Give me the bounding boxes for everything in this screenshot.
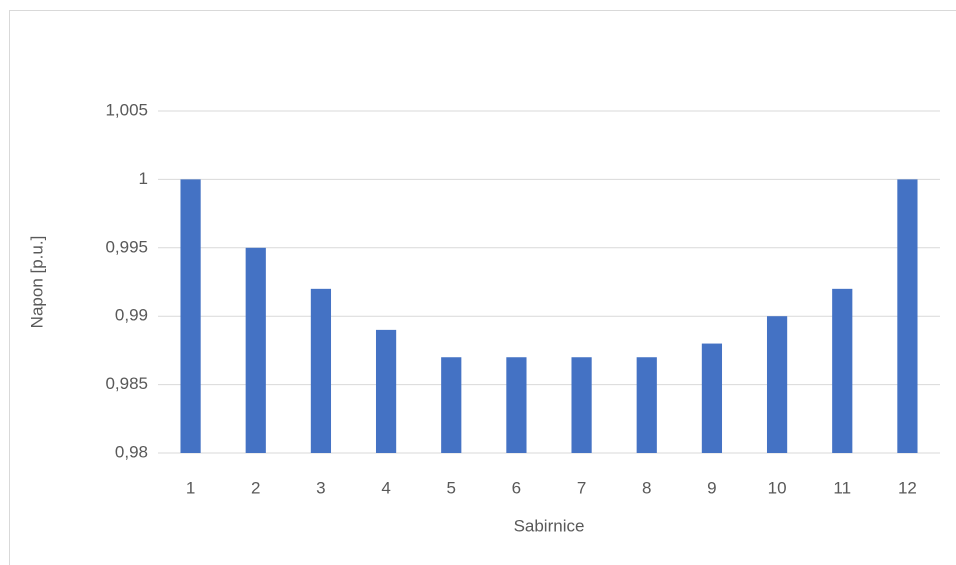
bar bbox=[701, 343, 723, 453]
bar bbox=[180, 179, 201, 453]
y-axis-title: Napon [p.u.] bbox=[27, 236, 46, 329]
y-tick-label: 1,005 bbox=[105, 100, 148, 119]
x-tick-label: 7 bbox=[577, 478, 586, 497]
x-tick-label: 3 bbox=[316, 478, 325, 497]
x-tick-label: 9 bbox=[707, 478, 716, 497]
y-tick-label: 0,985 bbox=[105, 374, 148, 393]
bar bbox=[441, 357, 462, 453]
x-tick-label: 2 bbox=[251, 478, 260, 497]
bar bbox=[571, 357, 592, 453]
bar bbox=[636, 357, 657, 453]
bar bbox=[245, 247, 266, 453]
x-tick-label: 8 bbox=[642, 478, 651, 497]
x-tick-label: 12 bbox=[898, 478, 917, 497]
bar bbox=[506, 357, 527, 453]
x-tick-label: 1 bbox=[186, 478, 195, 497]
x-tick-label: 5 bbox=[447, 478, 456, 497]
x-tick-label: 4 bbox=[381, 478, 390, 497]
chart-border bbox=[9, 10, 956, 565]
y-tick-label: 0,995 bbox=[105, 237, 148, 256]
bar bbox=[375, 329, 397, 453]
x-axis-title: Sabirnice bbox=[514, 516, 585, 535]
x-tick-label: 11 bbox=[833, 478, 851, 497]
y-tick-label: 0,99 bbox=[115, 306, 148, 325]
y-tick-label: 1 bbox=[139, 169, 148, 188]
x-tick-label: 6 bbox=[512, 478, 521, 497]
bar bbox=[832, 288, 853, 453]
x-tick-label: 10 bbox=[768, 478, 787, 497]
bar bbox=[310, 288, 332, 453]
bar bbox=[766, 316, 788, 453]
bar bbox=[897, 179, 918, 453]
y-tick-label: 0,98 bbox=[115, 442, 148, 461]
